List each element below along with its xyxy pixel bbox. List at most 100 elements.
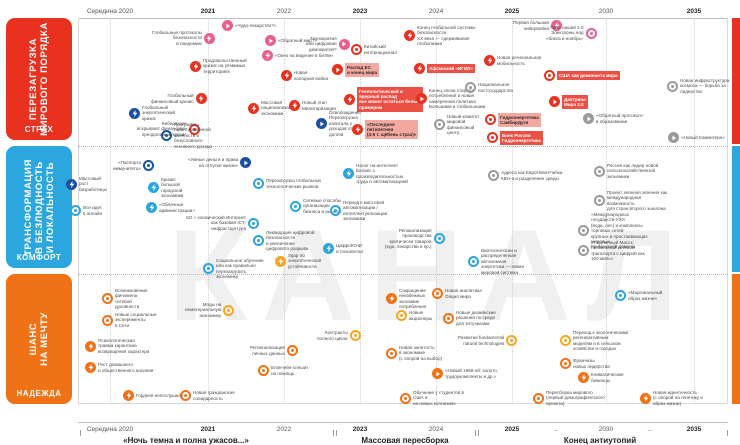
event-marker-blue-2[interactable]: Кризис большой городской экономики xyxy=(148,177,183,199)
event-marker-red-14[interactable]: Распад ЕС и конец мира xyxy=(332,63,380,77)
event-marker-orange-6[interactable]: Новая гражданская солидарность xyxy=(180,390,235,401)
event-marker-orange-3[interactable]: Рост домашнего и общественного насилия xyxy=(85,362,153,373)
event-label: Климатические беженцы xyxy=(591,372,624,383)
event-marker-orange-4[interactable]: Гордеев непослушная xyxy=(123,390,183,401)
event-marker-red-2[interactable]: Продовольственный кризис на уязвимых тер… xyxy=(190,58,247,74)
event-marker-orange-2[interactable]: Психологическая травма карантина возвращ… xyxy=(85,338,149,354)
event-marker-blue-5[interactable]: «Умные деньги и права на отпуске жизни» xyxy=(188,157,252,168)
event-marker-blue-11[interactable]: Удар по энергетической устойчивости xyxy=(275,253,321,269)
event-marker-orange-1[interactable]: Новые социальные эксперименты в Сети xyxy=(102,312,157,328)
event-marker-blue-21[interactable]: «Подлинный Масск: глобальный сетевой тра… xyxy=(578,240,653,262)
event-marker-blue-3[interactable]: «Облачные администрации» xyxy=(146,202,195,213)
event-marker-red-31[interactable]: Новая инфраструктура космоса — борьба за… xyxy=(667,78,729,94)
event-marker-blue-1[interactable]: Массовый рост безработицы xyxy=(66,176,107,192)
event-marker-orange-20[interactable]: Франчизы новых лидерства xyxy=(560,358,610,369)
event-marker-red-11[interactable]: Новый этап Милитаризации xyxy=(289,100,336,111)
event-marker-orange-22[interactable]: Пересборка мирового (первый демографичес… xyxy=(533,390,608,406)
ring-icon xyxy=(443,312,454,324)
event-marker-red-21[interactable]: Новый комитет мировой финансовый центр xyxy=(434,114,479,136)
event-marker-orange-21[interactable]: Климатические беженцы xyxy=(578,372,624,383)
event-marker-red-32[interactable]: «Новый Коминтерн» xyxy=(668,132,725,143)
event-marker-blue-15[interactable]: ЦифроЮНИ и госкапитал xyxy=(323,243,363,254)
event-label: США как доминанта мира xyxy=(557,71,620,80)
event-marker-blue-19[interactable]: Проект зеленая хвоения как международная… xyxy=(594,190,669,212)
event-marker-orange-16[interactable]: «Новый 1968-ой: золото, трудоукомплекты … xyxy=(432,368,498,379)
bolt-icon xyxy=(203,32,215,44)
event-marker-red-23[interactable]: Новая региональная мобильность xyxy=(484,55,541,66)
event-marker-red-12[interactable]: Технократия или цифровая демократия? xyxy=(306,36,350,52)
event-marker-blue-8[interactable]: Перезагрузка глобальных технологических … xyxy=(253,178,321,189)
event-label: Все идет в онлайн xyxy=(83,205,103,216)
event-label: «Маргинальный образ жизни» xyxy=(628,290,663,301)
ring-icon xyxy=(258,365,269,376)
event-marker-blue-18[interactable]: Россия как лидер новой сельскохозяйствен… xyxy=(594,163,658,179)
event-marker-blue-7[interactable]: Социальное обучение или как правильно пе… xyxy=(203,258,264,280)
event-marker-orange-5[interactable]: Моды на нематериальную экономику xyxy=(185,302,235,318)
axis-tick-top-4: 2024 xyxy=(428,8,444,15)
event-label: Гордеев непослушная xyxy=(136,392,184,398)
event-marker-red-18[interactable]: Конец глобальной системы безопасности XX… xyxy=(404,25,479,47)
event-marker-red-22[interactable]: Первая большая кибервойна xyxy=(513,20,563,31)
event-marker-blue-16[interactable]: Биотехнологии и распределённая автономна… xyxy=(468,248,524,275)
event-label: Национальное постгосударство xyxy=(478,82,514,93)
ring-icon xyxy=(585,27,597,39)
phase-bracket-1 xyxy=(336,430,476,436)
event-marker-orange-15[interactable]: Развитие fundamental natural technologie… xyxy=(458,335,518,346)
event-marker-red-7[interactable]: Кибератаки вскрывают финансово- преодоли… xyxy=(137,121,200,137)
event-marker-red-25[interactable]: Гидроэнергетика СамбирДуги xyxy=(485,113,541,127)
event-label: Контракты полного цикла xyxy=(317,330,348,341)
event-marker-blue-17[interactable]: Адреса как ЕвроНовоУчебка КВН-а и раздел… xyxy=(488,170,562,181)
event-marker-blue-13[interactable]: Период к массовой автоматизации / интелл… xyxy=(330,200,387,222)
event-marker-red-16[interactable]: Освобождение Перезагрузка капитала у дох… xyxy=(316,110,361,137)
event-label: Новая гражданская солидарность xyxy=(193,390,235,401)
event-marker-red-15[interactable]: Геополитический и ядерный распад все мож… xyxy=(344,87,423,112)
axis-tick-bottom-4: 2024 xyxy=(428,426,444,433)
event-label: Новые акционеры xyxy=(409,310,433,321)
event-marker-red-19[interactable]: Афганский «ИГИЛ» xyxy=(414,63,475,74)
event-marker-red-5[interactable]: Глобальный финансовый кризис xyxy=(151,93,207,104)
event-marker-red-17[interactable]: «Последняя пятилетняя (4-5 т. щёбень стр… xyxy=(352,120,419,140)
event-marker-orange-14[interactable]: Новые дизайнские решения по среде для эн… xyxy=(443,310,496,326)
event-marker-red-27[interactable]: Пять нашей 2.0 Электроны над «бикса и но… xyxy=(546,25,597,41)
event-marker-orange-7[interactable]: Регионализация личных данных xyxy=(250,345,298,356)
phase-bracket-2 xyxy=(478,430,728,436)
event-marker-red-3[interactable]: «Обратный мир?» xyxy=(265,35,317,46)
event-marker-blue-20[interactable]: «Международных государств-УЗИ (вода, лес… xyxy=(578,212,653,250)
bolt-icon xyxy=(262,50,273,61)
event-marker-orange-12[interactable]: Новая занятость в экономике (с опорой на… xyxy=(386,345,442,361)
event-marker-blue-14[interactable]: Релокализация производства критически то… xyxy=(385,228,445,250)
event-label: Кризис большой городской экономики xyxy=(161,177,184,199)
event-marker-orange-19[interactable]: Переход к экологическим/регенеративным м… xyxy=(560,330,635,352)
event-marker-red-30[interactable]: «Обратный протокол» в образовании xyxy=(583,113,643,124)
event-marker-orange-8[interactable]: Блокчейн-спешит на помощь xyxy=(258,365,309,376)
event-marker-orange-11[interactable]: Новые акционеры xyxy=(396,310,432,321)
ring-icon xyxy=(488,170,499,181)
event-marker-red-26[interactable]: Банк России Гидроэнергетика xyxy=(487,131,543,145)
event-marker-red-29[interactable]: Доктрина Мира 2.0 xyxy=(549,95,588,109)
event-marker-orange-18[interactable]: «Маргинальный образ жизни» xyxy=(615,290,662,301)
event-marker-red-8[interactable]: Программы гарантированной занятости и бе… xyxy=(161,122,212,149)
event-marker-blue-10[interactable]: Ликвидация цифровой безопасности и увели… xyxy=(253,230,314,252)
bolt-icon xyxy=(352,124,363,136)
event-marker-red-24[interactable]: Национальное постгосударство xyxy=(465,82,540,93)
event-marker-orange-23[interactable]: Новая идентичность (с опорой на генетику… xyxy=(640,390,715,406)
event-marker-blue-0[interactable]: «Паспорта иммунитета» xyxy=(113,160,154,171)
event-marker-blue-4[interactable]: Все идет в онлайн xyxy=(70,205,102,216)
event-marker-orange-13[interactable]: Новая аналитика Опция мира xyxy=(432,288,482,299)
play-icon xyxy=(240,157,252,168)
event-marker-orange-17[interactable]: Обучение у студентов в США и на новых ко… xyxy=(400,390,475,406)
event-marker-red-9[interactable]: Новая холодная война xyxy=(281,70,328,81)
event-marker-blue-6[interactable]: 5G + космический Интернет как базовая IC… xyxy=(184,215,259,231)
event-marker-red-28[interactable]: США как доминанта мира xyxy=(544,70,620,81)
event-marker-orange-0[interactable]: Возникновение финомена сетевой духовност… xyxy=(102,288,147,310)
event-marker-red-1[interactable]: «Чудо-лекарство?» xyxy=(222,20,276,31)
event-marker-red-10[interactable]: Массовая национализация экономики xyxy=(248,100,297,116)
event-marker-red-13[interactable]: Китайский интернационал xyxy=(351,44,397,55)
event-marker-orange-10[interactable]: Сокращение неизбежных экономик потреблен… xyxy=(386,288,426,310)
event-marker-red-20[interactable]: Конец эпохи старого потребления и новая … xyxy=(416,88,485,110)
event-marker-red-0[interactable]: Глобальные протоколы безопасности в панд… xyxy=(152,30,215,46)
event-marker-orange-9[interactable]: Контракты полного цикла xyxy=(317,330,361,341)
event-marker-blue-12[interactable]: Налог на интеллект Баланс с производител… xyxy=(343,163,418,185)
event-marker-red-4[interactable]: «Окно на видение в битве» xyxy=(262,50,334,61)
event-marker-red-6[interactable]: Глобальный энергетический кризис xyxy=(129,105,175,121)
